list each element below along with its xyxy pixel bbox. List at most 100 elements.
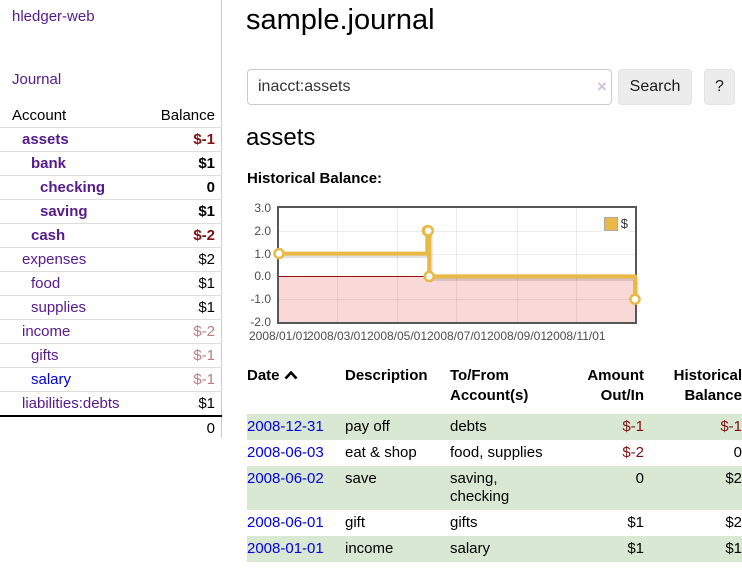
account-row-saving: saving $1 <box>0 199 222 223</box>
transaction-accounts: gifts <box>450 514 478 531</box>
column-header-description[interactable]: Description <box>345 367 428 384</box>
accounts-header-balance: Balance <box>160 106 215 124</box>
account-row-assets: assets $-1 <box>0 127 222 151</box>
app-brand-link[interactable]: hledger-web <box>12 8 95 25</box>
account-balance: $1 <box>198 299 215 316</box>
y-axis-tick: 2.0 <box>254 224 271 238</box>
transaction-balance: $2 <box>725 514 742 531</box>
account-balance: $1 <box>198 395 215 412</box>
transaction-balance: 0 <box>733 444 742 461</box>
account-balance: $2 <box>198 251 215 268</box>
page-title: sample.journal <box>246 4 435 36</box>
account-link-liabilities-debts[interactable]: liabilities:debts <box>22 395 120 412</box>
transaction-date-link[interactable]: 2008-06-03 <box>247 444 324 461</box>
account-balance: $1 <box>198 155 215 172</box>
historical-balance-chart[interactable]: $ <box>273 206 641 324</box>
account-row-cash: cash $-2 <box>0 223 222 247</box>
gridline <box>517 208 518 322</box>
transaction-amount: $1 <box>627 540 644 557</box>
search-button[interactable]: Search <box>618 69 692 105</box>
transaction-description: pay off <box>345 418 390 435</box>
account-link-saving[interactable]: saving <box>40 203 88 220</box>
gridline <box>279 231 635 232</box>
account-link-income[interactable]: income <box>22 323 71 340</box>
x-axis-tick: 2008/03/01 <box>306 329 368 343</box>
register-header-row: Date Description To/From Account(s) Amou… <box>247 364 742 414</box>
account-link-bank[interactable]: bank <box>31 155 67 172</box>
transaction-amount: 0 <box>635 470 644 487</box>
register-row: 2008-01-01 income salary $1 $1 <box>247 536 742 562</box>
accounts-tree: Account Balance assets $-1 bank $1 check… <box>0 103 222 439</box>
account-row-salary: salary $-1 <box>0 367 222 391</box>
x-axis-tick: 2008/01/01 <box>248 329 310 343</box>
transaction-balance: $1 <box>725 540 742 557</box>
transaction-balance: $-1 <box>720 418 742 435</box>
search-input[interactable] <box>247 69 612 105</box>
gridline <box>279 299 635 300</box>
register-row: 2008-06-02 save saving, checking 0 $2 <box>247 466 742 510</box>
sort-ascending-icon <box>284 366 298 386</box>
column-header-accounts[interactable]: To/From Account(s) <box>450 367 529 404</box>
sidebar-item-journal[interactable]: Journal <box>12 71 62 88</box>
account-heading: assets <box>246 124 316 151</box>
column-header-date[interactable]: Date <box>247 364 345 414</box>
transaction-description: save <box>345 470 377 487</box>
account-link-assets[interactable]: assets <box>22 131 69 148</box>
account-balance: $-1 <box>193 371 215 388</box>
help-button[interactable]: ? <box>704 69 735 105</box>
y-axis-tick: 1.0 <box>254 247 271 261</box>
gridline <box>576 208 577 322</box>
column-header-amount[interactable]: Amount Out/In <box>587 367 644 404</box>
x-axis-tick: 2008/11/01 <box>546 329 606 343</box>
transaction-accounts: saving, checking <box>450 470 510 505</box>
account-link-expenses[interactable]: expenses <box>22 251 87 268</box>
account-link-salary[interactable]: salary <box>31 371 72 388</box>
register-table: Date Description To/From Account(s) Amou… <box>247 364 742 562</box>
account-row-food: food $1 <box>0 271 222 295</box>
accounts-header-row: Account Balance <box>0 103 222 127</box>
gridline <box>397 208 398 322</box>
transaction-date-link[interactable]: 2008-01-01 <box>247 540 324 557</box>
account-row-gifts: gifts $-1 <box>0 343 222 367</box>
account-row-bank: bank $1 <box>0 151 222 175</box>
account-link-checking[interactable]: checking <box>40 179 106 196</box>
negative-balance-region <box>279 276 635 322</box>
account-link-cash[interactable]: cash <box>31 227 66 244</box>
y-axis-tick: 3.0 <box>254 201 271 215</box>
account-balance: $-2 <box>193 227 215 244</box>
transaction-amount: $-2 <box>622 444 644 461</box>
account-row-supplies: supplies $1 <box>0 295 222 319</box>
transaction-amount: $1 <box>627 514 644 531</box>
transaction-date-link[interactable]: 2008-06-01 <box>247 514 324 531</box>
transaction-accounts: debts <box>450 418 487 435</box>
account-link-gifts[interactable]: gifts <box>31 347 59 364</box>
account-row-income: income $-2 <box>0 319 222 343</box>
transaction-description: eat & shop <box>345 444 417 461</box>
transaction-date-link[interactable]: 2008-06-02 <box>247 470 324 487</box>
transaction-accounts: food, supplies <box>450 444 543 461</box>
account-balance: 0 <box>206 179 215 196</box>
legend-swatch <box>603 216 618 231</box>
sidebar-divider <box>221 0 222 438</box>
transaction-balance: $2 <box>725 470 742 487</box>
transaction-description: income <box>345 540 394 557</box>
x-axis-tick: 2008/09/01 <box>486 329 548 343</box>
column-header-balance[interactable]: Historical Balance <box>673 367 742 404</box>
account-row-checking: checking 0 <box>0 175 222 199</box>
account-balance: $-1 <box>193 131 215 148</box>
transaction-date-link[interactable]: 2008-12-31 <box>247 418 324 435</box>
account-row-liabilities-debts: liabilities:debts $1 <box>0 391 222 415</box>
y-axis-tick: 0.0 <box>254 269 271 283</box>
gridline <box>337 208 338 322</box>
chart-legend: $ <box>601 215 630 232</box>
account-link-supplies[interactable]: supplies <box>31 299 87 316</box>
clear-search-icon[interactable]: × <box>597 77 607 96</box>
register-row: 2008-06-03 eat & shop food, supplies $-2… <box>247 440 742 466</box>
account-link-food[interactable]: food <box>31 275 61 292</box>
account-balance: $1 <box>198 203 215 220</box>
account-balance: $1 <box>198 275 215 292</box>
accounts-total-value: 0 <box>206 419 215 437</box>
transaction-description: gift <box>345 514 366 531</box>
y-axis-tick: -1.0 <box>250 292 271 306</box>
